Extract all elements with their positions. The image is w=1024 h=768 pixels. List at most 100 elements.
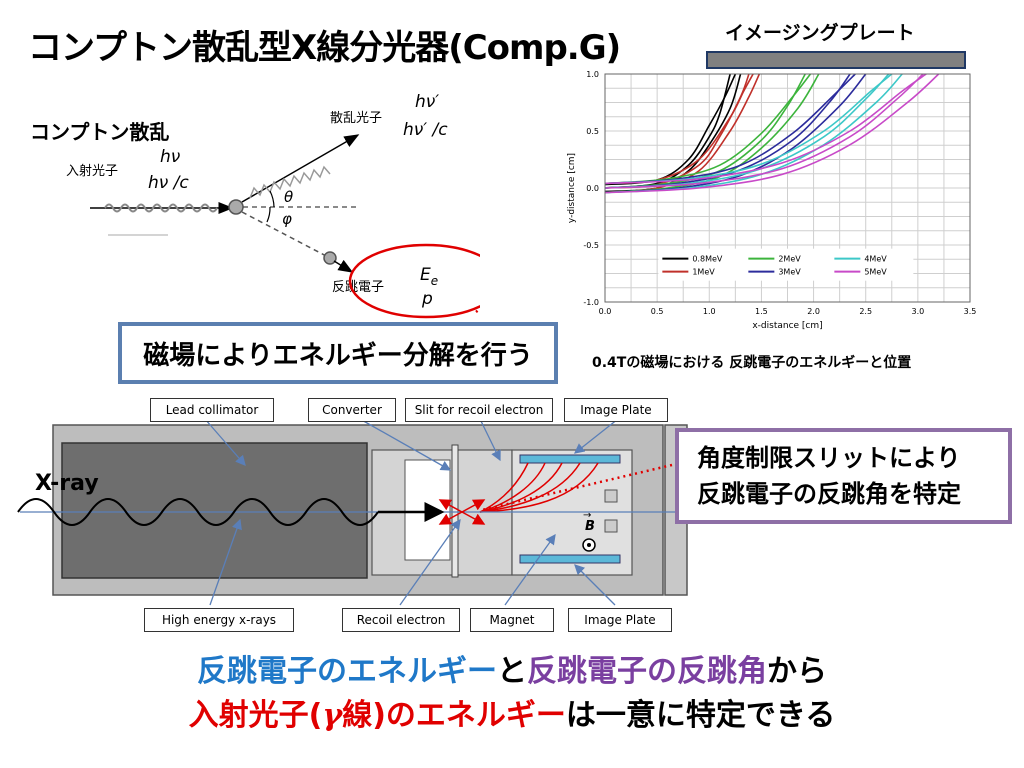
- scattered-energy: hν′: [415, 92, 439, 112]
- link-arrow-to-chart: [475, 307, 480, 313]
- callout-pointer: [399, 518, 461, 606]
- slit-link-arrow: [481, 463, 673, 512]
- y-tick-label: -0.5: [583, 241, 599, 250]
- chart-x-axis-label: x-distance [cm]: [752, 321, 822, 331]
- scattered-momentum: hν′ /c: [403, 120, 448, 140]
- image-plate-top: [519, 454, 621, 464]
- imaging-plate-bar: [706, 51, 966, 69]
- callout-pointer: [359, 418, 452, 471]
- series-line-2MeV: [604, 73, 806, 189]
- conclusion-energy: 反跳電子のエネルギー: [197, 654, 497, 689]
- recoil-electron-arrow: [333, 259, 354, 273]
- recoil-highlight-ellipse: [348, 243, 480, 319]
- xray-label: X-ray: [35, 471, 99, 496]
- x-tick-label: 1.5: [755, 307, 768, 316]
- vector-arrow-icon: →: [583, 510, 591, 521]
- scattered-photon-arrow: [241, 134, 360, 203]
- x-tick-label: 0.5: [651, 307, 664, 316]
- conclusion-line1: 反跳電子のエネルギーと反跳電子の反跳角から: [197, 654, 827, 689]
- callout-high-energy: High energy x-rays: [144, 608, 294, 632]
- converter-window: [404, 459, 451, 561]
- callout-converter: Converter: [308, 398, 396, 422]
- callout-lead-collimator: Lead collimator: [150, 398, 274, 422]
- callout-slit: Slit for recoil electron: [405, 398, 553, 422]
- recoil-momentum: p: [421, 289, 433, 309]
- recoil-trajectory: [479, 462, 563, 513]
- recoil-label: 反跳電子: [332, 280, 384, 295]
- x-tick-label: 2.5: [859, 307, 872, 316]
- incident-label: 入射光子: [66, 163, 118, 179]
- x-tick-label: 0.0: [599, 307, 612, 316]
- slit-note-line2: 反跳電子の反跳角を特定: [697, 480, 961, 508]
- scatter-arrow: [461, 499, 486, 513]
- phi-arc: [266, 206, 271, 223]
- callout-pointer: [209, 518, 242, 606]
- recoil-path: [241, 211, 331, 259]
- xray-wave: [17, 498, 379, 526]
- scattered-wave: [249, 165, 331, 199]
- converter-plate: [451, 444, 459, 578]
- trajectory-chart: 0.0 0.5 1.0 1.5 2.0 2.5 3.0 3.5 -1.0 -0.5 0.0 0.5 1.…: [567, 70, 976, 331]
- scatter-arrow: [461, 511, 486, 525]
- y-tick-label: 0.0: [586, 184, 599, 193]
- chart-curves: [604, 73, 940, 194]
- phi-symbol: φ: [282, 210, 292, 228]
- series-line-2MeV: [604, 73, 812, 185]
- series-line-5MeV: [604, 73, 924, 189]
- legend-label: 4MeV: [864, 255, 887, 264]
- callout-pointer: [574, 564, 616, 606]
- conclusion-angle: 反跳電子の反跳角: [527, 654, 767, 689]
- callout-pointer: [204, 418, 246, 466]
- chart-frame: [604, 73, 971, 303]
- conclusion-line2: 入射光子(γ線)のエネルギーは一意に特定できる: [188, 698, 836, 733]
- recoil-trajectory: [479, 462, 529, 513]
- legend-label: 2MeV: [778, 255, 801, 264]
- imaging-plate-label: イメージングプレート: [725, 22, 915, 44]
- x-tick-label: 3.5: [964, 307, 977, 316]
- y-tick-label: 1.0: [586, 70, 599, 79]
- recoil-electron-icon: [323, 251, 337, 265]
- recoil-trajectory: [479, 462, 546, 513]
- incident-energy: hν: [160, 147, 181, 167]
- callout-image-plate-top: Image Plate: [564, 398, 668, 422]
- lead-collimator: [61, 442, 368, 579]
- recoil-trajectory: [479, 462, 599, 513]
- recoil-energy: Ee: [420, 265, 438, 288]
- compton-heading: コンプトン散乱: [30, 120, 170, 144]
- legend-label: 5MeV: [864, 268, 887, 277]
- magnet-pole: [604, 519, 618, 533]
- callout-pointer: [479, 418, 501, 462]
- x-tick-label: 2.0: [807, 307, 820, 316]
- scatter-arrow: [438, 511, 463, 525]
- slit-note: 角度制限スリットにより 反跳電子の反跳角を特定: [675, 428, 1012, 524]
- incident-wave: [104, 203, 218, 213]
- slit-note-line1: 角度制限スリットにより: [697, 444, 961, 472]
- magnetic-resolution-note: 磁場によりエネルギー分解を行う: [118, 322, 558, 384]
- chart-caption: 0.4Tの磁場における 反跳電子のエネルギーと位置: [592, 355, 912, 371]
- y-tick-label: -1.0: [583, 298, 599, 307]
- chart-ticks: 0.0 0.5 1.0 1.5 2.0 2.5 3.0 3.5 -1.0 -0.5 0.0 0.5 1.…: [583, 70, 976, 316]
- x-tick-label: 1.0: [703, 307, 716, 316]
- callout-magnet: Magnet: [470, 608, 554, 632]
- scattered-label: 散乱光子: [330, 111, 382, 126]
- callout-recoil-electron: Recoil electron: [342, 608, 460, 632]
- legend-label: 0.8MeV: [692, 255, 723, 264]
- incident-momentum: hν /c: [148, 173, 189, 193]
- theta-symbol: θ: [284, 188, 293, 206]
- scattering-electron-icon: [228, 199, 244, 215]
- legend-label: 3MeV: [778, 268, 801, 277]
- b-field-label: B: [585, 519, 595, 534]
- callout-pointer: [573, 418, 619, 454]
- scatter-arrow: [438, 499, 463, 513]
- callout-image-plate-bottom: Image Plate: [568, 608, 672, 632]
- slide-title: コンプトン散乱型X線分光器(Comp.G): [28, 28, 621, 68]
- callout-pointer: [504, 533, 556, 606]
- series-line-5MeV: [604, 73, 940, 194]
- chart-y-axis-label: y-distance [cm]: [567, 153, 577, 223]
- series-line-5MeV: [604, 73, 927, 185]
- legend-label: 1MeV: [692, 268, 715, 277]
- compton-diagram: 入射光子 hν hν /c 散乱光子 hν′ hν′ /c θ φ 反跳電子 E…: [66, 92, 480, 319]
- magnet-pole: [604, 489, 618, 503]
- theta-arc: [269, 190, 275, 208]
- legend-box: [658, 248, 914, 281]
